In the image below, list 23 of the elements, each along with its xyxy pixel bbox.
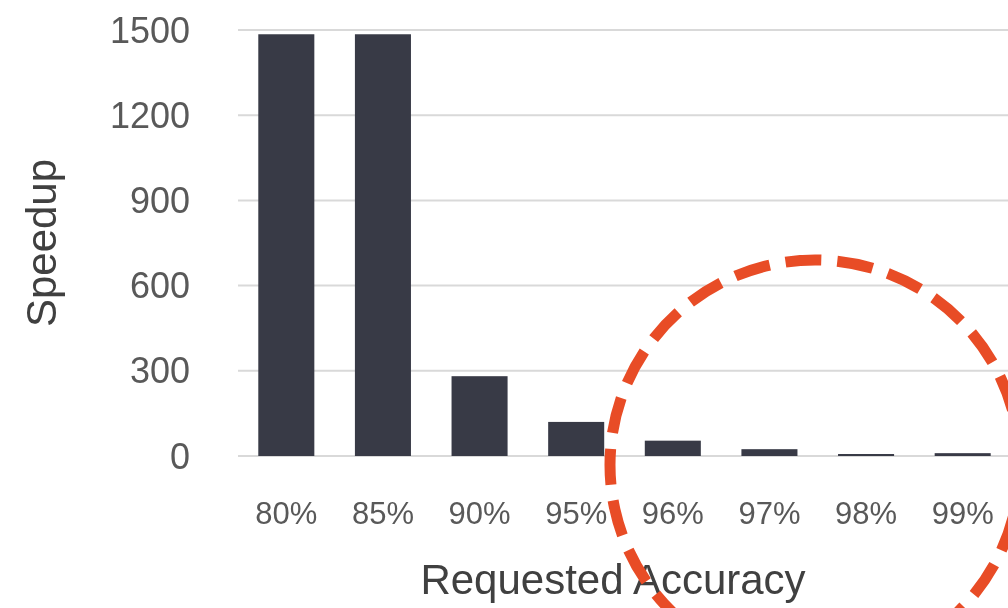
y-tick-label: 900 <box>129 180 190 221</box>
y-tick-label: 1500 <box>109 9 190 51</box>
y-tick-label: 600 <box>129 265 190 307</box>
y-tick-label: 300 <box>129 350 190 392</box>
x-tick-label: 97% <box>738 496 801 531</box>
bar <box>741 449 798 456</box>
x-tick-label: 80% <box>255 496 318 531</box>
y-axis-title: Speedup <box>18 158 65 328</box>
y-tick-label: 0 <box>169 435 190 477</box>
bar <box>548 421 605 456</box>
x-tick-label: 85% <box>351 496 414 531</box>
y-tick-label: 1200 <box>109 94 190 136</box>
bar <box>644 440 701 456</box>
bar <box>934 453 991 456</box>
bar <box>451 376 508 456</box>
bar <box>258 34 315 456</box>
x-tick-label: 98% <box>835 496 898 531</box>
x-axis-title: Requested Accuracy <box>420 556 806 603</box>
x-tick-label: 90% <box>448 496 511 531</box>
x-tick-label: 95% <box>545 496 608 531</box>
x-tick-label: 99% <box>931 496 994 531</box>
bar <box>354 34 411 456</box>
x-tick-label: 96% <box>641 496 704 531</box>
